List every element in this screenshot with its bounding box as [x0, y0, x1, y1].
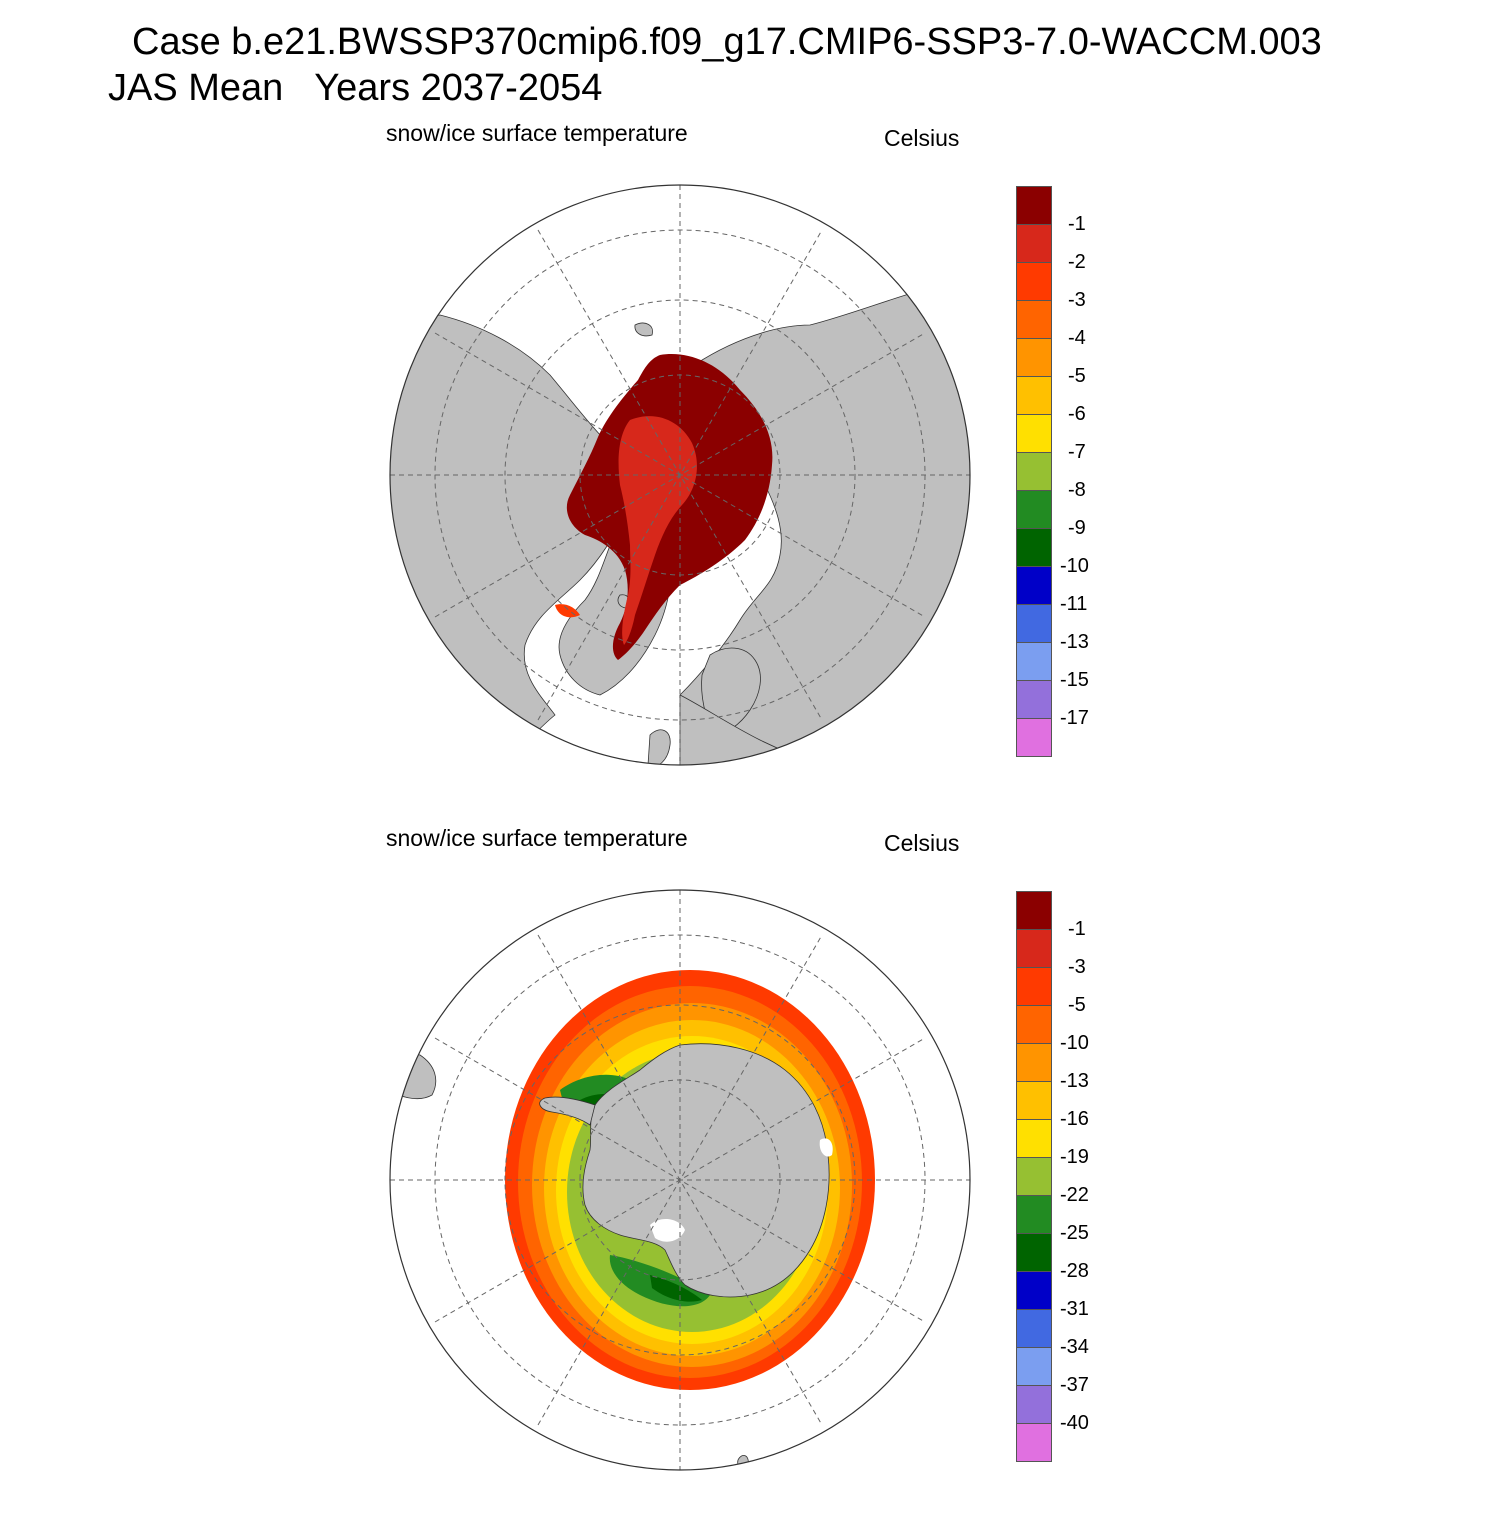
colorbar-swatch	[1016, 339, 1052, 377]
colorbar	[1016, 891, 1052, 1462]
arctic-polar-map	[389, 184, 971, 766]
colorbar-tick-label: -37	[1060, 1374, 1089, 1396]
colorbar-tick-label: -8	[1068, 479, 1086, 501]
colorbar-swatch	[1016, 968, 1052, 1006]
colorbar-tick-label: -5	[1068, 994, 1086, 1016]
colorbar-tick-label: -1	[1068, 213, 1086, 235]
graticule	[390, 185, 970, 765]
colorbar-swatch	[1016, 301, 1052, 339]
colorbar-tick-label: -1	[1068, 918, 1086, 940]
colorbar-swatch	[1016, 491, 1052, 529]
colorbar-tick-label: -25	[1060, 1222, 1089, 1244]
colorbar-swatch	[1016, 1310, 1052, 1348]
colorbar-tick-label: -2	[1068, 251, 1086, 273]
colorbar-swatch	[1016, 1196, 1052, 1234]
colorbar-tick-label: -15	[1060, 669, 1089, 691]
colorbar-swatch	[1016, 1272, 1052, 1310]
panel-units: Celsius	[884, 125, 960, 151]
colorbar-tick-label: -3	[1068, 289, 1086, 311]
colorbar-swatch	[1016, 1424, 1052, 1462]
colorbar-swatch	[1016, 719, 1052, 757]
colorbar-tick-label: -6	[1068, 403, 1086, 425]
panel-title: snow/ice surface temperature	[386, 825, 688, 851]
graticule	[390, 890, 970, 1470]
colorbar-swatch	[1016, 1158, 1052, 1196]
colorbar-tick-label: -28	[1060, 1260, 1089, 1282]
colorbar-swatch	[1016, 891, 1052, 930]
colorbar-tick-label: -3	[1068, 956, 1086, 978]
colorbar-swatch	[1016, 225, 1052, 263]
colorbar-swatch	[1016, 681, 1052, 719]
colorbar-tick-label: -5	[1068, 365, 1086, 387]
colorbar-swatch	[1016, 605, 1052, 643]
arctic-panel: snow/ice surface temperature Celsius	[0, 110, 1500, 810]
colorbar-tick-label: -13	[1060, 631, 1089, 653]
colorbar-tick-label: -22	[1060, 1184, 1089, 1206]
colorbar-tick-label: -34	[1060, 1336, 1089, 1358]
colorbar-tick-label: -7	[1068, 441, 1086, 463]
colorbar-swatch	[1016, 263, 1052, 301]
colorbar	[1016, 186, 1052, 757]
panel-units: Celsius	[884, 830, 960, 856]
colorbar-swatch	[1016, 643, 1052, 681]
colorbar-swatch	[1016, 1120, 1052, 1158]
figure-title-period: JAS Mean Years 2037-2054	[108, 67, 603, 109]
colorbar-tick-label: -13	[1060, 1070, 1089, 1092]
colorbar-tick-label: -40	[1060, 1412, 1089, 1434]
colorbar-swatch	[1016, 1082, 1052, 1120]
colorbar-tick-label: -19	[1060, 1146, 1089, 1168]
colorbar-swatch	[1016, 1386, 1052, 1424]
colorbar-tick-label: -11	[1060, 593, 1088, 615]
colorbar-tick-label: -10	[1060, 1032, 1089, 1054]
colorbar-swatch	[1016, 930, 1052, 968]
colorbar-swatch	[1016, 186, 1052, 225]
colorbar-swatch	[1016, 1234, 1052, 1272]
antarctic-polar-map	[389, 889, 971, 1471]
colorbar-swatch	[1016, 567, 1052, 605]
panel-title: snow/ice surface temperature	[386, 120, 688, 146]
colorbar-swatch	[1016, 453, 1052, 491]
colorbar-tick-label: -9	[1068, 517, 1086, 539]
figure-title-case: Case b.e21.BWSSP370cmip6.f09_g17.CMIP6-S…	[132, 21, 1322, 63]
colorbar-swatch	[1016, 529, 1052, 567]
colorbar-tick-label: -17	[1060, 707, 1089, 729]
antarctic-panel: snow/ice surface temperature Celsius	[0, 815, 1500, 1515]
colorbar-tick-label: -4	[1068, 327, 1086, 349]
colorbar-swatch	[1016, 377, 1052, 415]
colorbar-swatch	[1016, 415, 1052, 453]
colorbar-swatch	[1016, 1044, 1052, 1082]
colorbar-tick-label: -31	[1060, 1298, 1089, 1320]
colorbar-swatch	[1016, 1348, 1052, 1386]
colorbar-tick-label: -10	[1060, 555, 1089, 577]
colorbar-tick-label: -16	[1060, 1108, 1089, 1130]
colorbar-swatch	[1016, 1006, 1052, 1044]
